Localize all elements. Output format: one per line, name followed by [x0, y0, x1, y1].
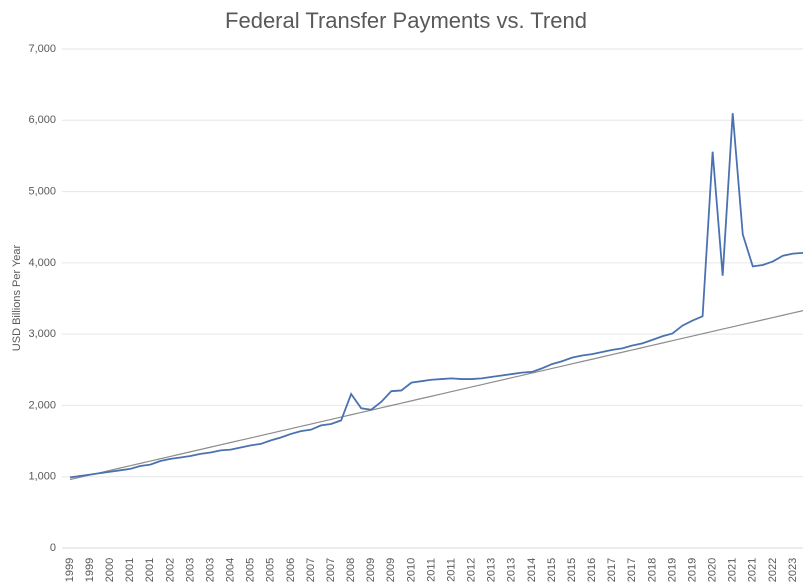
series-line [69, 310, 804, 481]
x-tick-label: 2001 [124, 558, 136, 582]
x-tick-label: 2007 [325, 558, 337, 582]
x-tick-label: 2021 [727, 558, 739, 582]
x-tick-label: 2011 [425, 558, 437, 582]
y-tick-label: 0 [50, 542, 56, 554]
x-tick-label: 2007 [305, 558, 317, 582]
x-tick-label: 2023 [787, 558, 799, 582]
y-tick-label: 5,000 [28, 185, 56, 197]
x-tick-label: 2013 [506, 558, 518, 582]
x-tick-label: 2005 [265, 558, 277, 582]
x-tick-label: 2002 [164, 558, 176, 582]
x-tick-label: 2020 [707, 558, 719, 582]
x-tick-label: 2018 [646, 558, 658, 582]
x-tick-label: 2017 [606, 558, 618, 582]
x-tick-label: 2016 [586, 558, 598, 582]
x-tick-label: 2001 [144, 558, 156, 582]
y-tick-label: 3,000 [28, 328, 56, 340]
x-tick-label: 2003 [184, 558, 196, 582]
y-tick-label: 4,000 [28, 257, 56, 269]
x-tick-label: 2015 [546, 558, 558, 582]
y-tick-label: 7,000 [28, 43, 56, 55]
x-tick-label: 2012 [466, 558, 478, 582]
x-tick-label: 2021 [747, 558, 759, 582]
x-tick-label: 2000 [104, 558, 116, 582]
y-tick-label: 6,000 [28, 114, 56, 126]
y-axis-label: USD Billions Per Year [11, 244, 23, 351]
x-tick-label: 2005 [245, 558, 257, 582]
y-tick-label: 1,000 [28, 471, 56, 483]
x-tick-label: 2006 [285, 558, 297, 582]
series-line [69, 113, 804, 479]
x-tick-label: 2003 [204, 558, 216, 582]
x-tick-label: 2019 [666, 558, 678, 582]
x-tick-label: 1999 [64, 558, 76, 582]
x-tick-label: 2011 [445, 558, 457, 582]
x-tick-label: 1999 [84, 558, 96, 582]
x-tick-label: 2009 [385, 558, 397, 582]
y-tick-label: 2,000 [28, 399, 56, 411]
x-tick-label: 2009 [365, 558, 377, 582]
x-tick-label: 2013 [486, 558, 498, 582]
x-tick-label: 2010 [405, 558, 417, 582]
x-tick-label: 2014 [526, 558, 538, 582]
x-tick-label: 2004 [225, 558, 237, 582]
chart-title: Federal Transfer Payments vs. Trend [225, 8, 587, 33]
x-tick-label: 2008 [345, 558, 357, 582]
x-tick-label: 2017 [626, 558, 638, 582]
x-tick-label: 2022 [767, 558, 779, 582]
x-tick-label: 2019 [686, 558, 698, 582]
x-tick-label: 2015 [566, 558, 578, 582]
